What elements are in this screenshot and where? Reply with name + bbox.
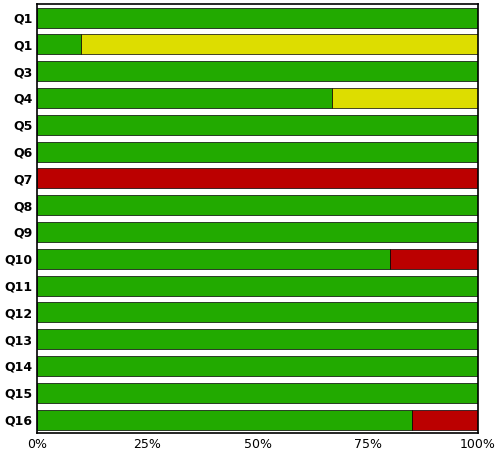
Bar bbox=[37, 383, 478, 403]
Bar bbox=[37, 142, 478, 162]
Bar bbox=[37, 302, 478, 323]
Bar bbox=[332, 88, 478, 108]
Bar bbox=[37, 249, 390, 269]
Bar bbox=[37, 222, 478, 242]
Bar bbox=[37, 8, 478, 28]
Bar bbox=[412, 410, 478, 430]
Bar bbox=[81, 34, 478, 55]
Bar bbox=[37, 356, 478, 376]
Bar bbox=[37, 168, 478, 188]
Bar bbox=[37, 329, 478, 349]
Bar bbox=[37, 276, 478, 296]
Bar bbox=[37, 195, 478, 215]
Bar bbox=[37, 61, 478, 81]
Bar bbox=[37, 115, 478, 135]
Bar bbox=[37, 88, 333, 108]
Bar bbox=[37, 34, 81, 55]
Bar bbox=[37, 410, 412, 430]
Bar bbox=[390, 249, 478, 269]
